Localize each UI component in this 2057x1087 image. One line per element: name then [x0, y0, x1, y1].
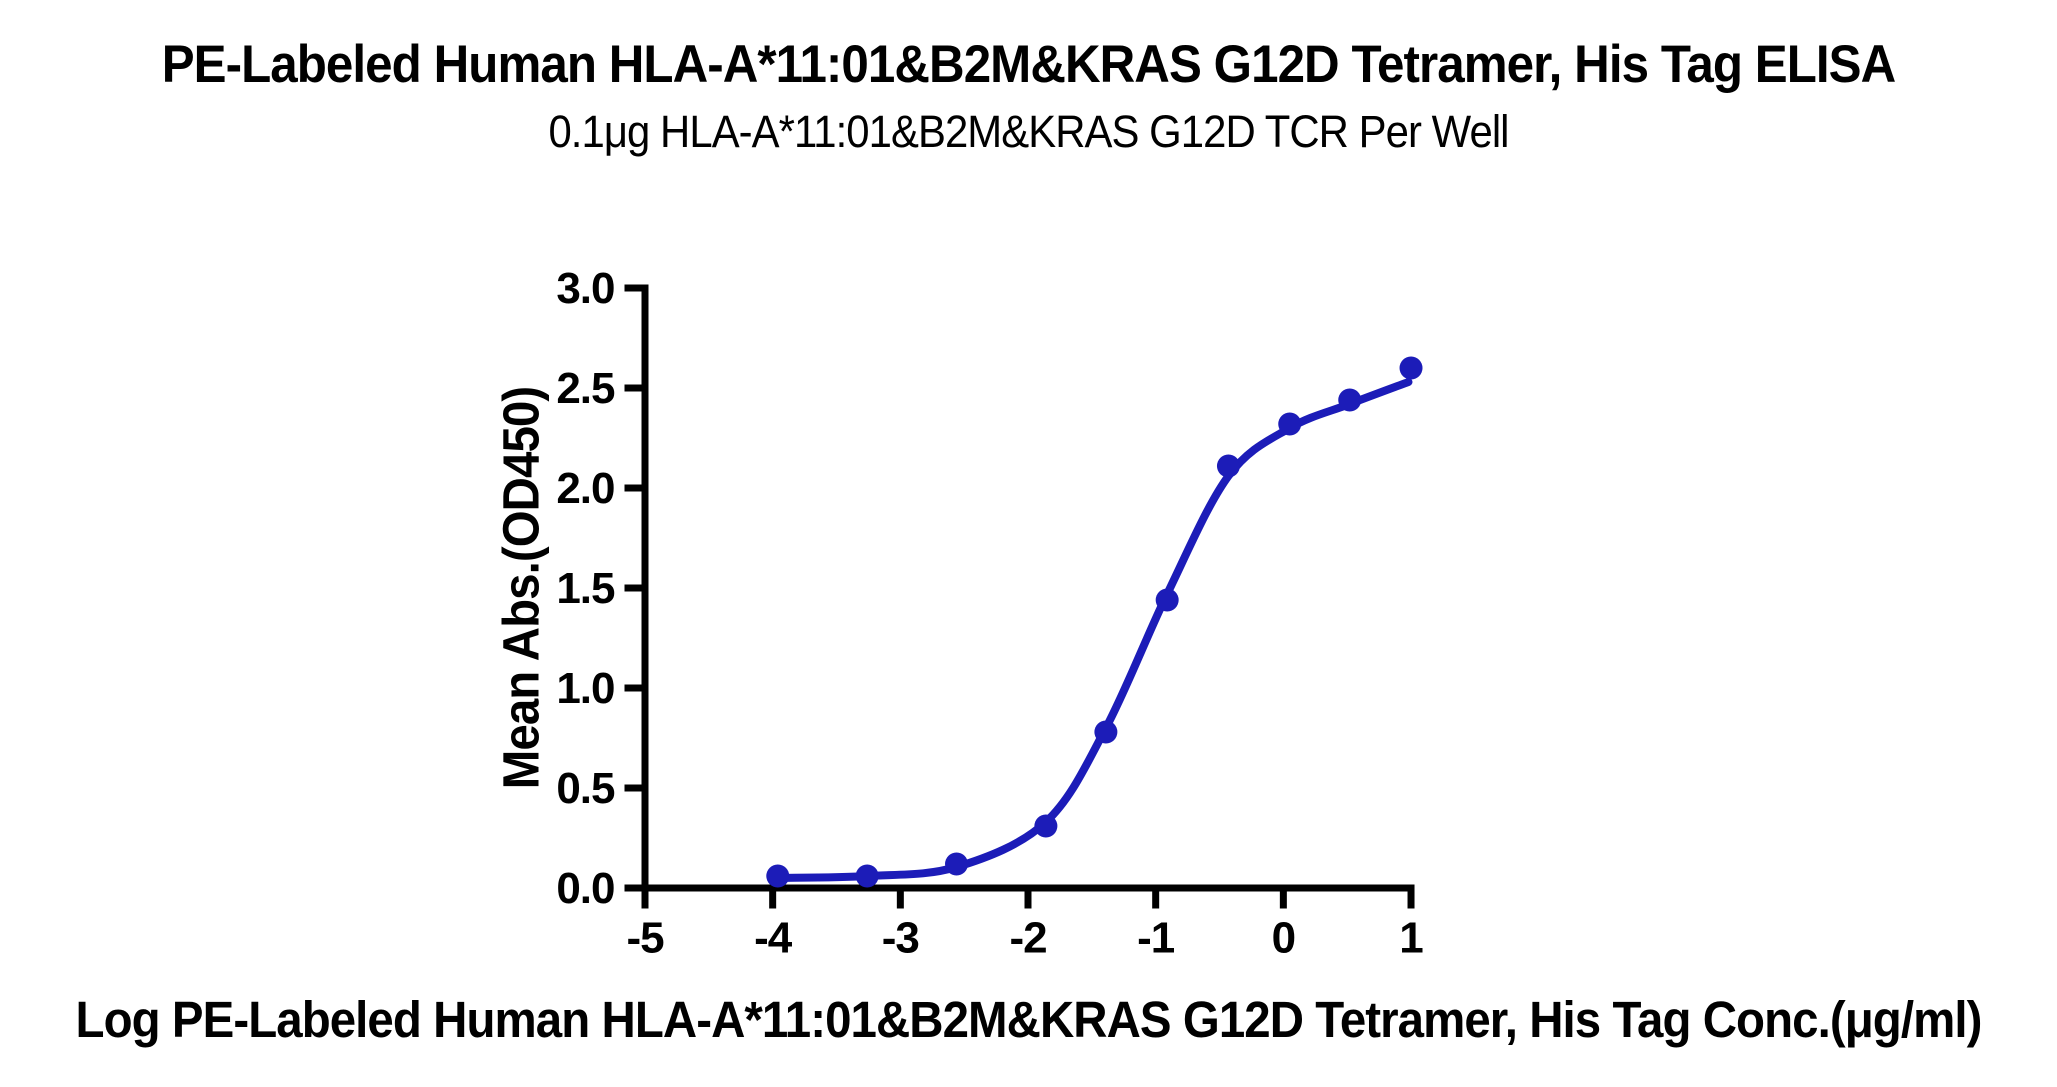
data-point	[766, 864, 790, 888]
y-tick-label: 0.5	[556, 764, 615, 813]
chart-title: PE-Labeled Human HLA-A*11:01&B2M&KRAS G1…	[161, 35, 1897, 94]
x-tick-label: 1	[1399, 914, 1423, 963]
x-tick-label: -1	[1137, 914, 1175, 963]
data-point	[1399, 356, 1423, 380]
data-point	[1094, 720, 1118, 744]
y-tick-label: 0.0	[556, 864, 614, 913]
fit-curve	[773, 378, 1413, 882]
data-point	[1034, 814, 1058, 838]
data-point	[1338, 388, 1362, 412]
data-point	[855, 864, 879, 888]
x-tick-label: -3	[882, 914, 919, 963]
y-tick-label: 2.0	[556, 464, 614, 513]
chart-subtitle: 0.1μg HLA-A*11:01&B2M&KRAS G12D TCR Per …	[548, 106, 1509, 157]
x-tick-label: -5	[626, 914, 664, 963]
x-tick-label: -4	[754, 914, 793, 963]
data-point	[1216, 454, 1240, 478]
data-point	[945, 852, 969, 876]
y-tick-label: 2.5	[556, 364, 615, 413]
y-axis-title: Mean Abs.(OD450)	[492, 386, 550, 790]
y-tick-label: 1.0	[556, 664, 614, 713]
x-tick-label: 0	[1272, 914, 1295, 963]
y-tick-label: 1.5	[556, 564, 615, 613]
x-tick-label: -2	[1009, 914, 1046, 963]
data-point	[1155, 588, 1179, 612]
data-point	[1278, 412, 1302, 436]
x-axis-title: Log PE-Labeled Human HLA-A*11:01&B2M&KRA…	[75, 991, 1983, 1048]
y-tick-label: 3.0	[556, 264, 614, 313]
